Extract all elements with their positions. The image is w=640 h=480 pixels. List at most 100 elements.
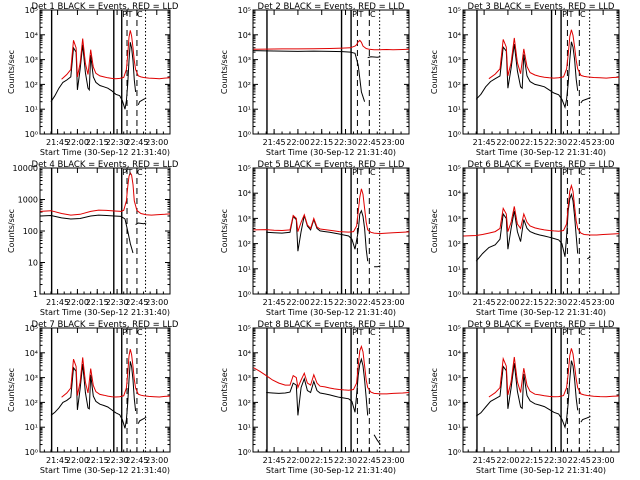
panel-title: Det 8 BLACK = Events, RED = LLD	[258, 320, 405, 330]
marker-label: C	[137, 328, 143, 337]
plot-frame	[39, 167, 171, 295]
x-tick-label: 22:00	[286, 456, 309, 465]
panel-title: Det 4 BLACK = Events, RED = LLD	[32, 160, 179, 170]
x-axis-label: Start Time (30-Sep-12 21:31:40)	[266, 148, 396, 157]
events-series-line	[266, 357, 381, 445]
marker-label: P	[352, 10, 357, 19]
x-tick-label: 22:30	[544, 298, 567, 307]
x-tick-label: 23:00	[592, 138, 615, 147]
x-tick-label: 22:45	[358, 138, 381, 147]
events-series-line	[266, 209, 381, 268]
detector-panel-5: 10⁰ 10¹ 10² 10³ 10⁴ 10⁵ 21:45 22:00 22:15 22:30 22…	[220, 160, 410, 317]
x-tick-label: 22:45	[568, 456, 591, 465]
y-tick-label: 10¹	[448, 105, 461, 114]
y-tick-label: 10⁵	[238, 324, 251, 333]
lld-series-line	[253, 188, 409, 235]
detector-panel-7: 10⁰ 10¹ 10² 10³ 10⁴ 10⁵ 21:4522:0022:1522:3022…	[7, 320, 179, 475]
plot-frame	[462, 327, 620, 453]
x-tick-label: 22:15	[310, 456, 333, 465]
marker-label: T	[567, 10, 573, 19]
x-axis-label: Start Time (30-Sep-12 21:31:40)	[476, 466, 606, 475]
panel-title: Det 2 BLACK = Events, RED = LLD	[258, 2, 405, 12]
marker-label: P	[562, 10, 567, 19]
y-tick-label: 10³	[238, 374, 251, 383]
marker-label: P	[562, 328, 567, 337]
y-tick-label: 10	[28, 259, 38, 268]
x-tick-label: 21:45	[263, 456, 286, 465]
panel-title: Det 9 BLACK = Events, RED = LLD	[468, 320, 615, 330]
y-tick-label: 1000	[18, 196, 38, 205]
y-tick-label: 10¹	[238, 265, 251, 274]
y-tick-label: 10¹	[448, 423, 461, 432]
y-tick-label: 10⁰	[238, 130, 251, 139]
x-tick-label: 21:45	[263, 138, 286, 147]
x-tick-label: 22:00	[66, 298, 89, 307]
x-tick-label: 22:30	[544, 138, 567, 147]
x-axis-label: Start Time (30-Sep-12 21:31:40)	[266, 308, 396, 317]
y-tick-label: 10000	[13, 164, 38, 173]
y-axis-label: Counts/sec	[7, 368, 16, 412]
events-series-line	[253, 50, 381, 102]
y-tick-label: 10⁴	[448, 189, 461, 198]
marker-label: P	[122, 168, 127, 177]
y-axis-label: Counts/sec	[430, 50, 439, 94]
x-tick-label: 22:15	[86, 138, 109, 147]
detector-panel-3: 10⁰ 10¹ 10² 10³ 10⁴ 10⁵ 21:45 22:00 22:15 22:30 22…	[430, 2, 620, 157]
y-tick-label: 10²	[448, 398, 461, 407]
y-tick-label: 10⁴	[25, 31, 38, 40]
y-axis-label: Counts/sec	[7, 209, 16, 253]
marker-label: C	[370, 168, 376, 177]
y-tick-label: 10³	[448, 56, 461, 65]
marker-label: C	[370, 10, 376, 19]
events-series-line	[475, 360, 591, 429]
x-tick-label: 22:45	[125, 298, 148, 307]
x-tick-label: 22:30	[334, 456, 357, 465]
x-tick-label: 23:00	[145, 138, 168, 147]
x-tick-label: 22:45	[568, 298, 591, 307]
x-tick-label: 23:00	[592, 456, 615, 465]
x-tick-label: 21:45	[46, 298, 69, 307]
x-tick-label: 22:15	[520, 456, 543, 465]
y-tick-label: 10⁰	[448, 448, 461, 457]
plot-frame	[39, 327, 171, 453]
y-tick-label: 10⁰	[448, 290, 461, 299]
marker-label: C	[580, 168, 586, 177]
x-tick-label: 23:00	[145, 456, 168, 465]
y-tick-label: 10³	[238, 214, 251, 223]
y-tick-label: 10⁵	[25, 6, 38, 15]
x-tick-label: 23:00	[382, 298, 405, 307]
plot-frame	[252, 167, 410, 295]
marker-label: T	[126, 328, 132, 337]
y-axis-label: Counts/sec	[7, 50, 16, 94]
marker-label: C	[137, 168, 143, 177]
y-tick-label: 10⁰	[25, 448, 38, 457]
y-axis-label: Counts/sec	[430, 368, 439, 412]
marker-label: T	[357, 10, 363, 19]
y-tick-label: 10⁰	[238, 448, 251, 457]
x-tick-label: 22:15	[520, 298, 543, 307]
y-tick-label: 10⁵	[448, 164, 461, 173]
y-tick-label: 10¹	[25, 423, 38, 432]
panel-title: Det 6 BLACK = Events, RED = LLD	[468, 160, 615, 170]
y-tick-label: 10⁴	[238, 349, 251, 358]
y-tick-label: 10²	[238, 240, 251, 249]
x-tick-label: 22:00	[286, 298, 309, 307]
y-tick-label: 10¹	[238, 105, 251, 114]
lld-series-line	[463, 183, 619, 237]
x-tick-label: 23:00	[145, 298, 168, 307]
detector-panel-6: 10⁰ 10¹ 10² 10³ 10⁴ 10⁵ 21:45 22:00 22:15 22:30 22…	[430, 160, 620, 317]
x-tick-label: 22:00	[66, 456, 89, 465]
plot-frame	[252, 9, 410, 135]
plot-frame	[252, 327, 410, 453]
events-series-line	[40, 214, 147, 254]
detector-panel-1: 10⁰ 10¹ 10² 10³ 10⁴ 10⁵ 21:4522:0022:1522:3022…	[7, 2, 179, 157]
x-axis-label: Start Time (30-Sep-12 21:31:40)	[266, 466, 396, 475]
x-tick-label: 22:45	[125, 138, 148, 147]
marker-label: P	[122, 10, 127, 19]
x-tick-label: 22:45	[568, 138, 591, 147]
marker-label: P	[122, 328, 127, 337]
y-tick-label: 10⁵	[238, 6, 251, 15]
events-series-line	[475, 192, 591, 262]
x-tick-label: 22:00	[496, 298, 519, 307]
